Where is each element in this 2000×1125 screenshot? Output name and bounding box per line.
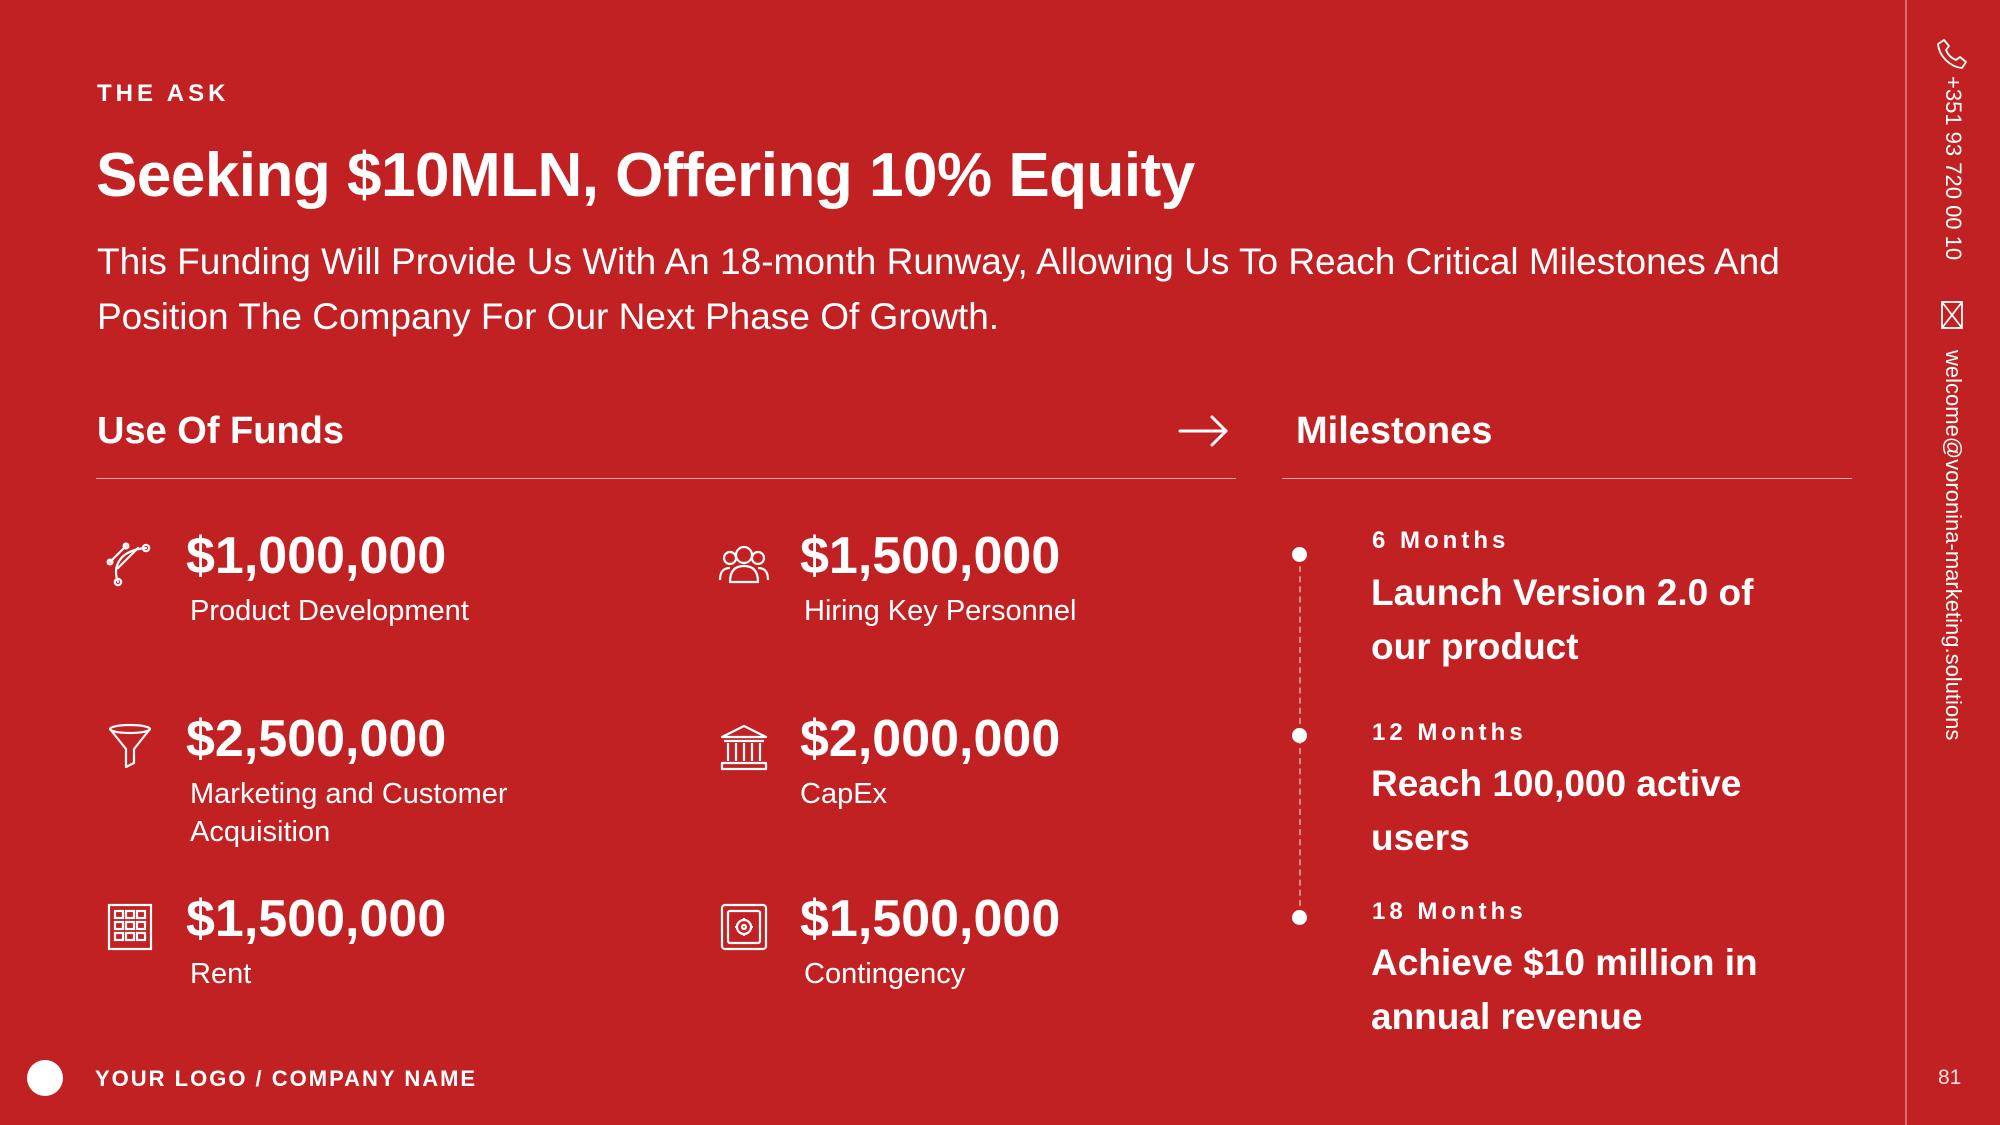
use-of-funds-divider (96, 478, 1236, 479)
milestone-when: 18 Months (1372, 898, 1527, 925)
milestone-when: 6 Months (1372, 527, 1510, 554)
mail-icon (1940, 300, 1964, 330)
page-title: Seeking $10MLN, Offering 10% Equity (96, 141, 1195, 210)
sidebar-divider (1905, 0, 1907, 1125)
company-name: YOUR LOGO / COMPANY NAME (95, 1066, 478, 1091)
bank-icon (718, 721, 770, 773)
milestone-text: Reach 100,000 active users (1371, 763, 1742, 858)
phone-number[interactable]: +351 93 720 00 10 (1941, 76, 1966, 261)
fund-label: Contingency (804, 958, 966, 990)
milestones-heading: Milestones (1296, 410, 1493, 452)
fund-item: $2,500,000 Marketing and Customer Acquis… (104, 710, 624, 863)
fund-amount: $1,500,000 (800, 890, 1061, 948)
fund-label: CapEx (800, 778, 888, 810)
fund-label: Marketing and Customer Acquisition (190, 778, 508, 848)
building-icon (104, 901, 156, 953)
fund-item: $2,000,000 CapEx (718, 710, 1238, 833)
milestone-dot (1292, 728, 1307, 743)
logo-mark (27, 1060, 63, 1096)
page-number: 81 (1938, 1066, 1962, 1089)
fund-item: $1,500,000 Rent (104, 890, 624, 1013)
fund-amount: $2,500,000 (186, 710, 447, 768)
milestone-text: Launch Version 2.0 of our product (1371, 572, 1754, 667)
milestones-divider (1282, 478, 1852, 479)
fund-item: $1,500,000 Contingency (718, 890, 1238, 1013)
eyebrow-label: THE ASK (97, 80, 230, 107)
fund-amount: $1,500,000 (800, 527, 1061, 585)
milestone-text: Achieve $10 million in annual revenue (1371, 942, 1758, 1037)
pen-tool-icon (104, 538, 156, 590)
fund-amount: $2,000,000 (800, 710, 1061, 768)
funnel-icon (104, 721, 156, 773)
fund-label: Hiring Key Personnel (804, 595, 1077, 627)
use-of-funds-heading: Use Of Funds (97, 410, 345, 452)
page-subtitle: This Funding Will Provide Us With An 18-… (97, 241, 1780, 337)
arrow-right-icon (1178, 411, 1230, 451)
fund-item: $1,000,000 Product Development (104, 527, 624, 650)
milestone-dot (1292, 910, 1307, 925)
milestone-when: 12 Months (1372, 719, 1527, 746)
people-icon (718, 538, 770, 590)
milestone-dot (1292, 547, 1307, 562)
fund-amount: $1,000,000 (186, 527, 447, 585)
email-address[interactable]: welcome@voronina-marketing.solutions (1941, 350, 1966, 741)
fund-amount: $1,500,000 (186, 890, 447, 948)
fund-label: Rent (190, 958, 252, 990)
phone-icon (1934, 36, 1970, 72)
safe-icon (718, 901, 770, 953)
fund-label: Product Development (190, 595, 469, 627)
fund-item: $1,500,000 Hiring Key Personnel (718, 527, 1238, 650)
